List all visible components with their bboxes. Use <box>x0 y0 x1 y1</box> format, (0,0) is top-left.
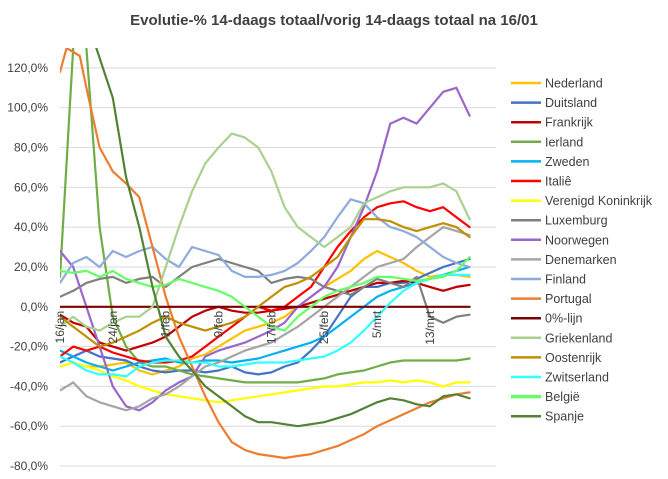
legend-label: Italiê <box>545 175 571 189</box>
series-line <box>95 48 471 428</box>
legend-label: Zwitserland <box>545 371 609 385</box>
gridlines <box>60 67 496 467</box>
legend-label: Verenigd Koninkrijk <box>545 194 653 208</box>
legend-label: Ierland <box>545 135 583 149</box>
y-tick-label: -60,0% <box>10 419 48 433</box>
legend-label: Spanje <box>545 410 584 424</box>
series-line <box>60 361 471 404</box>
x-tick-label: 13/mrt <box>423 310 437 345</box>
legend-label: België <box>545 390 580 404</box>
y-tick-label: 60,0% <box>14 180 48 194</box>
legend-label: Duitsland <box>545 96 597 110</box>
series-line <box>60 255 471 332</box>
series-line <box>60 265 471 372</box>
y-tick-label: -20,0% <box>10 340 48 354</box>
x-tick-label: 24/jan <box>106 311 120 344</box>
legend-label: Noorwegen <box>545 233 609 247</box>
y-tick-label: -40,0% <box>10 379 48 393</box>
series-line <box>60 48 471 384</box>
legend-label: Portugal <box>545 292 592 306</box>
series-line <box>60 218 471 348</box>
series-line <box>60 200 471 364</box>
legend-label: Zweden <box>545 155 590 169</box>
series-line <box>60 257 471 376</box>
legend-label: Denemarken <box>545 253 617 267</box>
series-line <box>60 86 471 412</box>
x-tick-label: 16/jan <box>53 311 67 344</box>
series-line <box>60 48 471 460</box>
x-tick-label: 25/feb <box>317 310 331 344</box>
y-tick-label: -80,0% <box>10 459 48 473</box>
y-tick-label: 80,0% <box>14 141 48 155</box>
x-tick-label: 17/feb <box>264 310 278 344</box>
legend: Nederland Duitsland Frankrijk Ierland Zweden… <box>511 77 653 424</box>
legend-label: Luxemburg <box>545 214 608 228</box>
legend-label: Nederland <box>545 77 603 91</box>
legend-label: Griekenland <box>545 331 612 345</box>
x-tick-label: 5/mrt <box>370 310 384 338</box>
series-line <box>60 198 471 284</box>
x-tick-label: 9/feb <box>212 310 226 337</box>
x-axis-tick-labels: 16/jan 24/jan 1/feb 9/feb 17/feb 25/feb 5/mrt 1… <box>53 310 437 345</box>
y-tick-label: 20,0% <box>14 260 48 274</box>
series-lines <box>60 48 471 460</box>
y-tick-label: 40,0% <box>14 220 48 234</box>
legend-label: 0%-lijn <box>545 312 583 326</box>
y-tick-label: 120,0% <box>7 61 48 75</box>
series-line <box>60 273 471 378</box>
x-tick-label: 1/feb <box>159 310 173 337</box>
legend-label: Frankrijk <box>545 116 594 130</box>
legend-label: Finland <box>545 273 586 287</box>
y-tick-label: 0,0% <box>21 300 49 314</box>
legend-label: Oostenrijk <box>545 351 602 365</box>
y-tick-label: 100,0% <box>7 101 48 115</box>
series-line <box>60 226 471 412</box>
series-line <box>60 249 471 376</box>
chart-title: Evolutie-% 14-daags totaal/vorig 14-daag… <box>130 12 538 29</box>
series-line <box>60 132 471 332</box>
y-axis-tick-labels: -80,0% -60,0% -40,0% -20,0% 0,0% 20,0% 40,0% 60… <box>7 61 48 473</box>
